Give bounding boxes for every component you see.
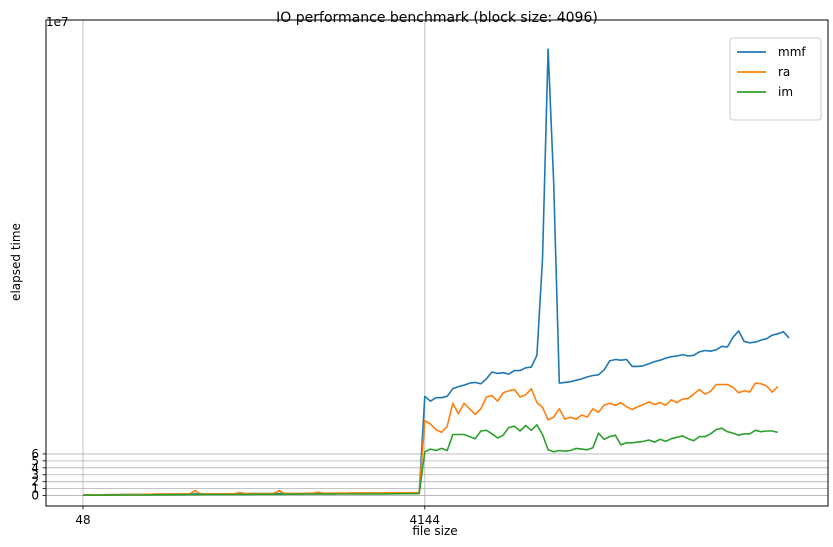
legend: mmf ra im [729,37,822,121]
y-tick-label: 5 [31,454,39,468]
series-line-im [83,423,778,497]
y-scale-label: 1e7 [46,15,69,29]
legend-label-im: im [778,85,793,99]
x-tick-label: 48 [75,513,90,527]
y-tick-label: 6 [31,447,39,461]
y-tick-label: 0 [31,489,39,503]
x-axis-title: file size [412,524,457,538]
x-tick-label: 4144 [410,513,441,527]
x-axis: 48 4144 [75,506,440,527]
legend-box [729,37,822,121]
chart-title: IO performance benchmark (block size: 40… [276,10,598,26]
y-axis-title: elapsed time [9,223,23,301]
y-tick-label: 3 [31,468,39,482]
legend-label-ra: ra [778,65,790,79]
legend-label-mmf: mmf [778,45,806,59]
y-tick-label: 1 [31,482,39,496]
series-lines [82,48,790,497]
grid-lines [46,20,828,506]
y-tick-label: 4 [31,461,39,475]
series-line-ra [82,382,779,496]
plot-area-frame [45,19,829,507]
y-tick-label: 2 [31,475,39,489]
